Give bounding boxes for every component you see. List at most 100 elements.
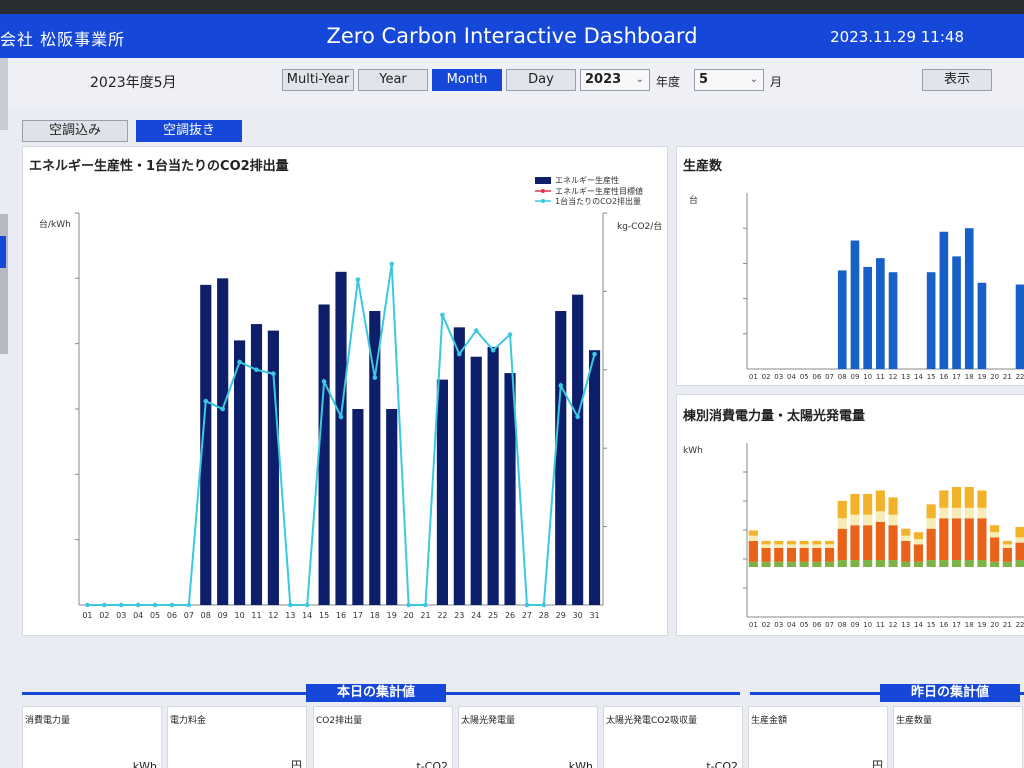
multi-year-button[interactable]: Multi-Year: [282, 69, 354, 91]
energy-x-tick-label: 09: [850, 621, 859, 629]
energy-bar-segment: [926, 518, 936, 529]
energy-x-tick-label: 05: [800, 621, 809, 629]
co2-per-unit-point: [490, 347, 496, 353]
prod-x-tick-label: 04: [787, 373, 796, 381]
productivity-bar: [487, 346, 499, 605]
productivity-bar: [352, 409, 364, 605]
card-unit: 円: [291, 759, 302, 768]
production-bar: [888, 272, 898, 369]
x-tick-label: 07: [184, 611, 194, 620]
energy-bar-segment: [761, 561, 771, 567]
productivity-bar: [234, 340, 246, 605]
prod-x-tick-label: 08: [838, 373, 847, 381]
energy-bar-segment: [748, 561, 758, 567]
production-bar: [1015, 284, 1024, 369]
energy-bar-segment: [1002, 544, 1012, 548]
production-bar: [837, 270, 847, 369]
energy-bar-segment: [901, 535, 911, 541]
y-left-label: 台/kWh: [39, 218, 71, 230]
co2-per-unit-point: [321, 379, 327, 384]
company-name: 会社 松阪事業所: [0, 30, 126, 49]
energy-bar-segment: [951, 560, 962, 567]
production-chart: 台01 02 03 04 05 06 07 08 09 10 11 12 13 14 15 16 17 18 19 2…: [689, 193, 1024, 381]
energy-bar-segment: [774, 547, 784, 562]
energy-x-tick-label: 14: [914, 621, 923, 629]
prod-x-tick-label: 12: [889, 373, 898, 381]
energy-bar-segment: [1002, 540, 1012, 545]
energy-x-tick-label: 01: [749, 621, 758, 629]
tab-with-aircon[interactable]: 空調込み: [22, 120, 128, 142]
energy-bar-segment: [799, 544, 809, 548]
productivity-bar: [436, 379, 448, 605]
energy-x-tick-label: 11: [876, 621, 885, 629]
co2-per-unit-point: [135, 602, 141, 608]
x-tick-label: 23: [454, 611, 464, 620]
card-unit: kWh: [568, 760, 593, 768]
energy-bar-segment: [850, 560, 860, 567]
x-tick-label: 18: [370, 611, 380, 620]
energy-bar-segment: [926, 528, 936, 561]
card-unit: t-CO2: [416, 760, 448, 768]
today-card-solar: 太陽光発電量 kWh: [458, 706, 598, 768]
prod-x-tick-label: 19: [977, 373, 986, 381]
co2-per-unit-point: [152, 602, 158, 608]
energy-x-tick-label: 13: [901, 621, 910, 629]
energy-x-tick-label: 06: [812, 621, 821, 629]
energy-bar-segment: [837, 518, 847, 529]
month-button[interactable]: Month: [432, 69, 502, 91]
show-button[interactable]: 表示: [922, 69, 992, 91]
tab-without-aircon[interactable]: 空調抜き: [136, 120, 242, 142]
co2-per-unit-point: [372, 375, 378, 380]
energy-bar-segment: [951, 507, 962, 519]
energy-bar-segment: [888, 497, 898, 515]
energy-x-tick-label: 10: [863, 621, 872, 629]
energy-bar-segment: [824, 540, 835, 545]
energy-x-tick-label: 02: [762, 621, 771, 629]
yesterday-card-amount: 生産金額 円: [748, 706, 888, 768]
x-tick-label: 20: [404, 611, 414, 620]
year-select[interactable]: 2023 ⌄: [580, 69, 650, 91]
energy-x-tick-label: 15: [927, 621, 936, 629]
energy-bar-segment: [824, 544, 835, 548]
energy-bar-segment: [786, 561, 797, 567]
x-tick-label: 28: [539, 611, 549, 620]
x-tick-label: 04: [133, 611, 143, 620]
card-label: 電力料金: [170, 716, 207, 726]
left-edge-strip-dark: [0, 214, 8, 354]
energy-bar-segment: [888, 560, 898, 567]
card-label: 太陽光発電CO2吸収量: [606, 716, 698, 726]
energy-bar-segment: [875, 511, 885, 522]
x-tick-label: 24: [471, 611, 481, 620]
productivity-bar: [250, 324, 263, 605]
year-button[interactable]: Year: [358, 69, 428, 91]
co2-per-unit-point: [440, 312, 445, 318]
energy-bar-segment: [837, 528, 847, 561]
energy-bar-segment: [1015, 542, 1024, 561]
title-bar: 会社 松阪事業所 Zero Carbon Interactive Dashboa…: [0, 14, 1024, 58]
co2-per-unit-point: [203, 398, 209, 404]
energy-x-tick-label: 20: [990, 621, 999, 629]
energy-x-tick-label: 19: [977, 621, 986, 629]
month-select[interactable]: 5 ⌄: [694, 69, 764, 91]
day-button[interactable]: Day: [506, 69, 576, 91]
co2-per-unit-point: [271, 371, 276, 377]
energy-bar-segment: [850, 525, 860, 561]
prod-x-tick-label: 01: [749, 373, 758, 381]
energy-bar-segment: [939, 560, 949, 567]
x-tick-label: 29: [556, 611, 566, 620]
energy-bar-segment: [901, 561, 911, 567]
production-bar: [977, 282, 987, 369]
energy-bar-segment: [951, 518, 962, 561]
energy-bar-segment: [774, 540, 784, 545]
productivity-bar: [369, 311, 381, 605]
energy-bar-segment: [812, 544, 822, 548]
energy-bar-segment: [875, 560, 885, 567]
today-section-title: 本日の集計値: [306, 684, 446, 702]
energy-bar-segment: [863, 525, 873, 561]
energy-bar-segment: [1002, 547, 1012, 562]
energy-x-tick-label: 21: [1003, 621, 1012, 629]
energy-bar-segment: [964, 486, 974, 508]
prod-x-tick-label: 13: [901, 373, 910, 381]
energy-bar-segment: [850, 514, 860, 526]
energy-x-tick-label: 03: [774, 621, 783, 629]
